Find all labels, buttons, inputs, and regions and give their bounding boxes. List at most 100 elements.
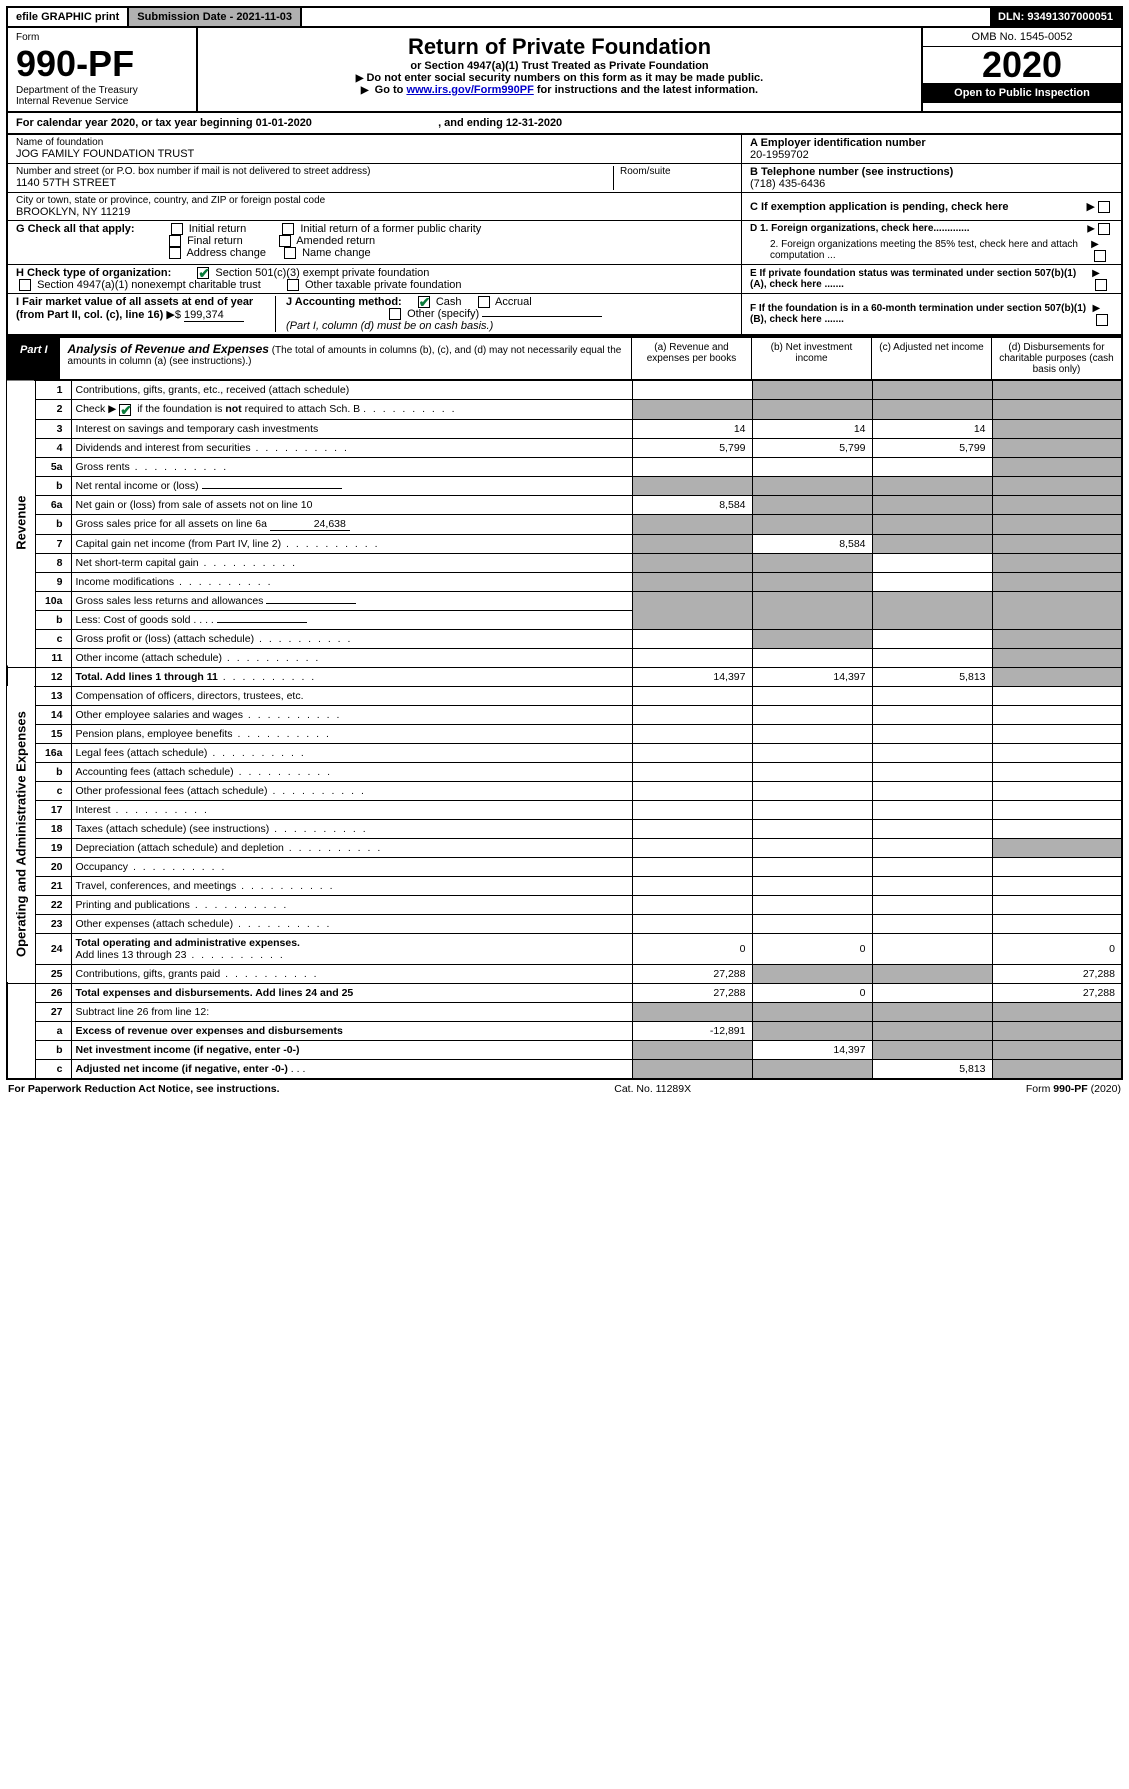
table-row: 19Depreciation (attach schedule) and dep…	[7, 838, 1122, 857]
table-row: 8 Net short-term capital gain	[7, 553, 1122, 572]
calyear-end: 12-31-2020	[506, 117, 562, 129]
table-row: 2 Check ▶ if the foundation is not requi…	[7, 400, 1122, 419]
calendar-year-row: For calendar year 2020, or tax year begi…	[6, 113, 1123, 135]
note2-pre: Go to	[375, 84, 407, 96]
room-label: Room/suite	[620, 166, 733, 177]
row-desc: Contributions, gifts, grants, etc., rece…	[71, 380, 632, 400]
table-row: 22Printing and publications	[7, 895, 1122, 914]
c-checkbox[interactable]	[1098, 201, 1110, 213]
tax-year: 2020	[923, 47, 1121, 83]
form-number: 990-PF	[16, 43, 188, 85]
g-final-checkbox[interactable]	[169, 235, 181, 247]
form-word: Form	[16, 32, 188, 43]
table-row: 15Pension plans, employee benefits	[7, 724, 1122, 743]
table-row: 10a Gross sales less returns and allowan…	[7, 591, 1122, 610]
f-checkbox[interactable]	[1096, 314, 1108, 326]
dept-label: Department of the Treasury	[16, 85, 188, 96]
table-row: Operating and Administrative Expenses 13…	[7, 686, 1122, 705]
h-label: H Check type of organization:	[16, 267, 171, 279]
table-row: 25 Contributions, gifts, grants paid 27,…	[7, 964, 1122, 983]
table-row: 6a Net gain or (loss) from sale of asset…	[7, 495, 1122, 514]
addr-value: 1140 57TH STREET	[16, 177, 613, 189]
col-d-head: (d) Disbursements for charitable purpose…	[991, 338, 1121, 379]
table-row: b Gross sales price for all assets on li…	[7, 514, 1122, 534]
part1-table: Revenue 1 Contributions, gifts, grants, …	[6, 379, 1123, 1079]
j-cash: Cash	[436, 296, 462, 308]
d2-checkbox[interactable]	[1094, 250, 1106, 262]
g-initial-checkbox[interactable]	[171, 223, 183, 235]
table-row: 9 Income modifications	[7, 572, 1122, 591]
table-row: 23Other expenses (attach schedule)	[7, 914, 1122, 933]
top-bar: efile GRAPHIC print Submission Date - 20…	[6, 6, 1123, 28]
table-row: 26 Total expenses and disbursements. Add…	[7, 983, 1122, 1002]
form-subtitle: or Section 4947(a)(1) Trust Treated as P…	[208, 60, 911, 72]
irs-label: Internal Revenue Service	[16, 96, 188, 107]
col-c-head: (c) Adjusted net income	[871, 338, 991, 379]
part1-desc: Analysis of Revenue and Expenses (The to…	[60, 338, 631, 379]
open-to-public: Open to Public Inspection	[923, 83, 1121, 103]
schb-checkbox[interactable]	[119, 404, 131, 416]
h-501c3: Section 501(c)(3) exempt private foundat…	[215, 267, 429, 279]
j-accrual: Accrual	[495, 296, 532, 308]
g-name-checkbox[interactable]	[284, 247, 296, 259]
table-row: 17Interest	[7, 800, 1122, 819]
row-num: 1	[35, 380, 71, 400]
g-final: Final return	[187, 235, 243, 247]
g-amended-checkbox[interactable]	[279, 235, 291, 247]
h-4947-checkbox[interactable]	[19, 279, 31, 291]
table-row: 14Other employee salaries and wages	[7, 705, 1122, 724]
col-a-head: (a) Revenue and expenses per books	[631, 338, 751, 379]
header-right: OMB No. 1545-0052 2020 Open to Public In…	[921, 28, 1121, 111]
efile-label: efile GRAPHIC print	[8, 8, 129, 26]
form-note2: Go to www.irs.gov/Form990PF for instruct…	[208, 84, 911, 96]
g-initial-former: Initial return of a former public charit…	[300, 223, 481, 235]
part1-title: Analysis of Revenue and Expenses	[68, 342, 269, 356]
table-row: 27 Subtract line 26 from line 12:	[7, 1002, 1122, 1021]
form-note1: Do not enter social security numbers on …	[208, 72, 911, 84]
table-row: 11 Other income (attach schedule)	[7, 648, 1122, 667]
city-c-row: City or town, state or province, country…	[6, 193, 1123, 221]
expenses-sidelabel: Operating and Administrative Expenses	[7, 686, 35, 983]
footer-right: Form 990-PF (2020)	[1026, 1083, 1121, 1095]
table-row: 12 Total. Add lines 1 through 11 14,397 …	[7, 667, 1122, 686]
table-row: b Net investment income (if negative, en…	[7, 1040, 1122, 1059]
j-cash-checkbox[interactable]	[418, 296, 430, 308]
g-initial-former-checkbox[interactable]	[282, 223, 294, 235]
table-row: Revenue 1 Contributions, gifts, grants, …	[7, 380, 1122, 400]
header-mid: Return of Private Foundation or Section …	[198, 28, 921, 111]
e-checkbox[interactable]	[1095, 279, 1107, 291]
h-other-checkbox[interactable]	[287, 279, 299, 291]
table-row: 4 Dividends and interest from securities…	[7, 438, 1122, 457]
city-label: City or town, state or province, country…	[16, 195, 733, 206]
j-label: J Accounting method:	[286, 296, 402, 308]
j-accrual-checkbox[interactable]	[478, 296, 490, 308]
irs-link[interactable]: www.irs.gov/Form990PF	[406, 84, 533, 96]
addr-label: Number and street (or P.O. box number if…	[16, 166, 613, 177]
revenue-sidelabel: Revenue	[7, 380, 35, 667]
table-row: a Excess of revenue over expenses and di…	[7, 1021, 1122, 1040]
g-addr-checkbox[interactable]	[169, 247, 181, 259]
dln-label: DLN: 93491307000051	[990, 8, 1121, 26]
table-row: 7 Capital gain net income (from Part IV,…	[7, 534, 1122, 553]
part1-label: Part I	[8, 338, 60, 379]
addr-phone-row: Number and street (or P.O. box number if…	[6, 164, 1123, 193]
name-ein-row: Name of foundation JOG FAMILY FOUNDATION…	[6, 135, 1123, 164]
note2-post: for instructions and the latest informat…	[537, 84, 758, 96]
j-other-checkbox[interactable]	[389, 308, 401, 320]
foundation-name: JOG FAMILY FOUNDATION TRUST	[16, 148, 733, 160]
d2-label: 2. Foreign organizations meeting the 85%…	[750, 239, 1091, 262]
g-initial: Initial return	[189, 223, 246, 235]
i-value: 199,374	[184, 309, 244, 322]
name-label: Name of foundation	[16, 137, 733, 148]
table-row: 16aLegal fees (attach schedule)	[7, 743, 1122, 762]
table-row: 21Travel, conferences, and meetings	[7, 876, 1122, 895]
footer-mid: Cat. No. 11289X	[614, 1083, 691, 1095]
col-b-head: (b) Net investment income	[751, 338, 871, 379]
h-501c3-checkbox[interactable]	[197, 267, 209, 279]
table-row: 3 Interest on savings and temporary cash…	[7, 419, 1122, 438]
topbar-spacer	[302, 8, 990, 26]
e-label: E If private foundation status was termi…	[750, 268, 1092, 290]
h-other: Other taxable private foundation	[305, 279, 462, 291]
c-label: C If exemption application is pending, c…	[750, 201, 1009, 213]
d1-checkbox[interactable]	[1098, 223, 1110, 235]
